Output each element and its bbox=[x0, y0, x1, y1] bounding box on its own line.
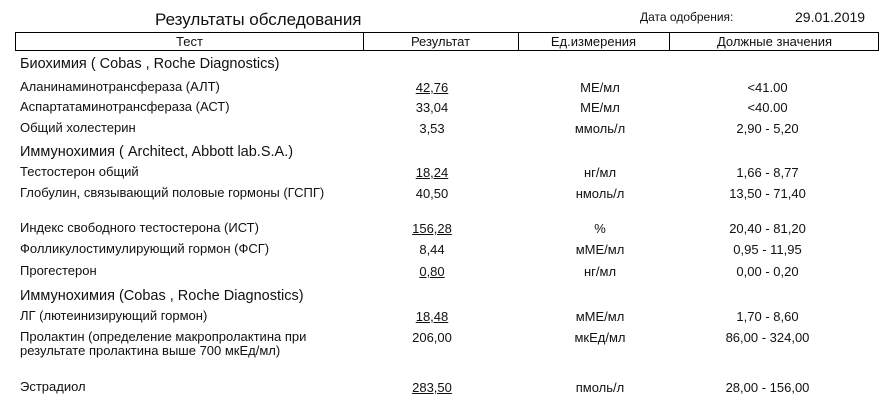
page-title: Результаты обследования bbox=[155, 10, 362, 29]
approval-date-label: Дата одобрения: bbox=[640, 10, 734, 24]
result-value: 8,44 bbox=[419, 242, 445, 257]
column-header-result: Результат bbox=[410, 34, 471, 49]
result-value: 3,53 bbox=[419, 121, 445, 136]
reference-range: <40.00 bbox=[747, 100, 788, 115]
result-value: 18,24 bbox=[415, 165, 449, 180]
column-header-test: Тест bbox=[176, 34, 203, 49]
reference-range: 0,00 - 0,20 bbox=[736, 264, 799, 279]
reference-range: 20,40 - 81,20 bbox=[729, 221, 806, 236]
test-name: ЛГ (лютеинизирующий гормон) bbox=[20, 308, 208, 323]
section-title: Иммунохимия ( Architect, Abbott lab.S.A.… bbox=[20, 144, 294, 160]
test-name: Прогестерон bbox=[20, 263, 97, 278]
table-header: Тест Результат Ед.измерения Должные знач… bbox=[15, 32, 879, 51]
test-name: Пролактин (определение макропролактина п… bbox=[20, 329, 307, 358]
reference-range: 1,66 - 8,77 bbox=[736, 165, 799, 180]
unit: мМЕ/мл bbox=[575, 242, 625, 257]
result-value: 18,48 bbox=[415, 309, 449, 324]
reference-range: 1,70 - 8,60 bbox=[736, 309, 799, 324]
unit: пмоль/л bbox=[575, 380, 625, 395]
result-value: 283,50 bbox=[412, 380, 452, 395]
reference-range: 0,95 - 11,95 bbox=[733, 242, 802, 257]
test-name: Эстрадиол bbox=[20, 379, 86, 394]
result-value: 40,50 bbox=[415, 186, 449, 201]
unit: МЕ/мл bbox=[580, 80, 620, 95]
column-divider bbox=[363, 33, 364, 50]
result-value: 33,04 bbox=[415, 100, 449, 115]
unit: нг/мл bbox=[583, 165, 617, 180]
reference-range: 2,90 - 5,20 bbox=[736, 121, 799, 136]
test-name: Индекс свободного тестостерона (ИСТ) bbox=[20, 220, 259, 235]
result-value: 0,80 bbox=[419, 264, 445, 279]
test-name: Тестостерон общий bbox=[20, 164, 139, 179]
reference-range: 86,00 - 324,00 bbox=[725, 330, 810, 345]
reference-range: <41.00 bbox=[747, 80, 788, 95]
unit: мМЕ/мл bbox=[575, 309, 625, 324]
column-divider bbox=[669, 33, 670, 50]
reference-range: 28,00 - 156,00 bbox=[725, 380, 810, 395]
unit: мкЕд/мл bbox=[574, 330, 626, 345]
section-title: Биохимия ( Cobas , Roche Diagnostics) bbox=[20, 56, 280, 72]
unit: ммоль/л bbox=[574, 121, 626, 136]
section-title: Иммунохимия (Cobas , Roche Diagnostics) bbox=[20, 288, 304, 304]
unit: нмоль/л bbox=[575, 186, 625, 201]
test-name: Аспартатаминотрансфераза (АСТ) bbox=[20, 99, 230, 114]
column-header-unit: Ед.измерения bbox=[550, 34, 637, 49]
test-name: Общий холестерин bbox=[20, 120, 136, 135]
test-name: Аланинаминотрансфераза (АЛТ) bbox=[20, 79, 220, 94]
approval-date: 29.01.2019 bbox=[795, 9, 866, 25]
unit: нг/мл bbox=[583, 264, 617, 279]
result-value: 42,76 bbox=[415, 80, 449, 95]
column-divider bbox=[518, 33, 519, 50]
column-header-reference: Должные значения bbox=[716, 34, 833, 49]
result-value: 156,28 bbox=[412, 221, 452, 236]
test-name: Глобулин, связывающий половые гормоны (Г… bbox=[20, 185, 325, 200]
result-value: 206,00 bbox=[412, 330, 452, 345]
test-name: Фолликулостимулирующий гормон (ФСГ) bbox=[20, 241, 270, 256]
reference-range: 13,50 - 71,40 bbox=[729, 186, 806, 201]
unit: МЕ/мл bbox=[580, 100, 620, 115]
unit: % bbox=[594, 221, 606, 236]
